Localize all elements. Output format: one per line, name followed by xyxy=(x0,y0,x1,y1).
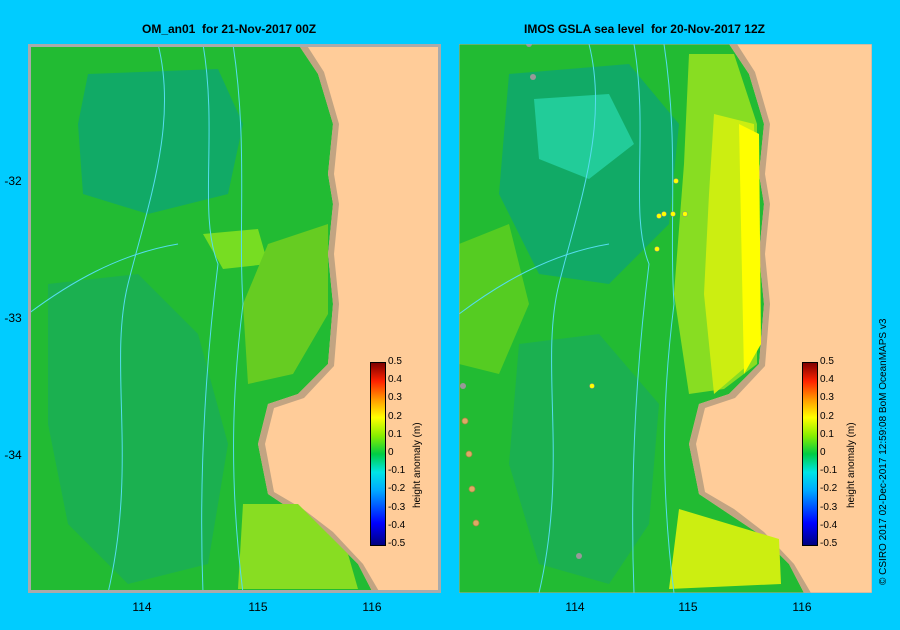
x-tick-left-114: 114 xyxy=(132,600,152,614)
right-colorbar-tick: 0.5 xyxy=(820,356,834,367)
x-tick-left-115: 115 xyxy=(248,600,268,614)
left-colorbar-tick: -0.1 xyxy=(388,465,406,477)
right-colorbar-tick: 0.3 xyxy=(820,392,834,404)
right-map-title: IMOS GSLA sea level for 20-Nov-2017 12Z xyxy=(524,22,765,36)
left-colorbar-tick: -0.4 xyxy=(388,519,406,531)
left-colorbar-tick: 0.5 xyxy=(388,356,402,367)
left-colorbar-tick: -0.2 xyxy=(388,483,406,495)
left-colorbar xyxy=(370,362,386,546)
left-colorbar-tick: -0.5 xyxy=(388,538,406,549)
left-colorbar-tick: 0.4 xyxy=(388,374,402,386)
left-map-panel xyxy=(28,44,441,593)
left-colorbar-tick: 0.2 xyxy=(388,410,402,422)
right-colorbar-tick: 0.2 xyxy=(820,410,834,422)
right-colorbar-tick: -0.5 xyxy=(820,538,838,549)
right-colorbar-tick: 0.1 xyxy=(820,428,834,440)
x-tick-right-115: 115 xyxy=(678,600,698,614)
right-colorbar-tick: -0.3 xyxy=(820,501,838,513)
right-colorbar xyxy=(802,362,818,546)
credit-text: © CSIRO 2017 02-Dec-2017 12:59:08 BoM Oc… xyxy=(878,318,889,585)
right-colorbar-tick: -0.1 xyxy=(820,465,838,477)
x-tick-right-116: 116 xyxy=(792,600,812,614)
right-colorbar-tick: 0 xyxy=(820,447,826,458)
left-colorbar-tick: 0.3 xyxy=(388,392,402,404)
left-colorbar-tick: 0.1 xyxy=(388,428,402,440)
right-colorbar-tick: 0.4 xyxy=(820,374,834,386)
right-colorbar-label: height anomaly (m) xyxy=(846,422,857,508)
left-colorbar-tick: 0 xyxy=(388,447,394,458)
left-colorbar-label: height anomaly (m) xyxy=(412,422,423,508)
left-colorbar-tick: -0.3 xyxy=(388,501,406,513)
right-colorbar-tick: -0.4 xyxy=(820,519,838,531)
y-tick-lat-32: -32 xyxy=(4,174,22,188)
right-map-panel xyxy=(459,44,872,593)
y-tick-lat-34: -34 xyxy=(4,448,22,462)
x-tick-left-116: 116 xyxy=(362,600,382,614)
y-tick-lat-33: -33 xyxy=(4,311,22,325)
x-tick-right-114: 114 xyxy=(565,600,585,614)
right-colorbar-tick: -0.2 xyxy=(820,483,838,495)
left-map-title: OM_an01 for 21-Nov-2017 00Z xyxy=(142,22,317,36)
